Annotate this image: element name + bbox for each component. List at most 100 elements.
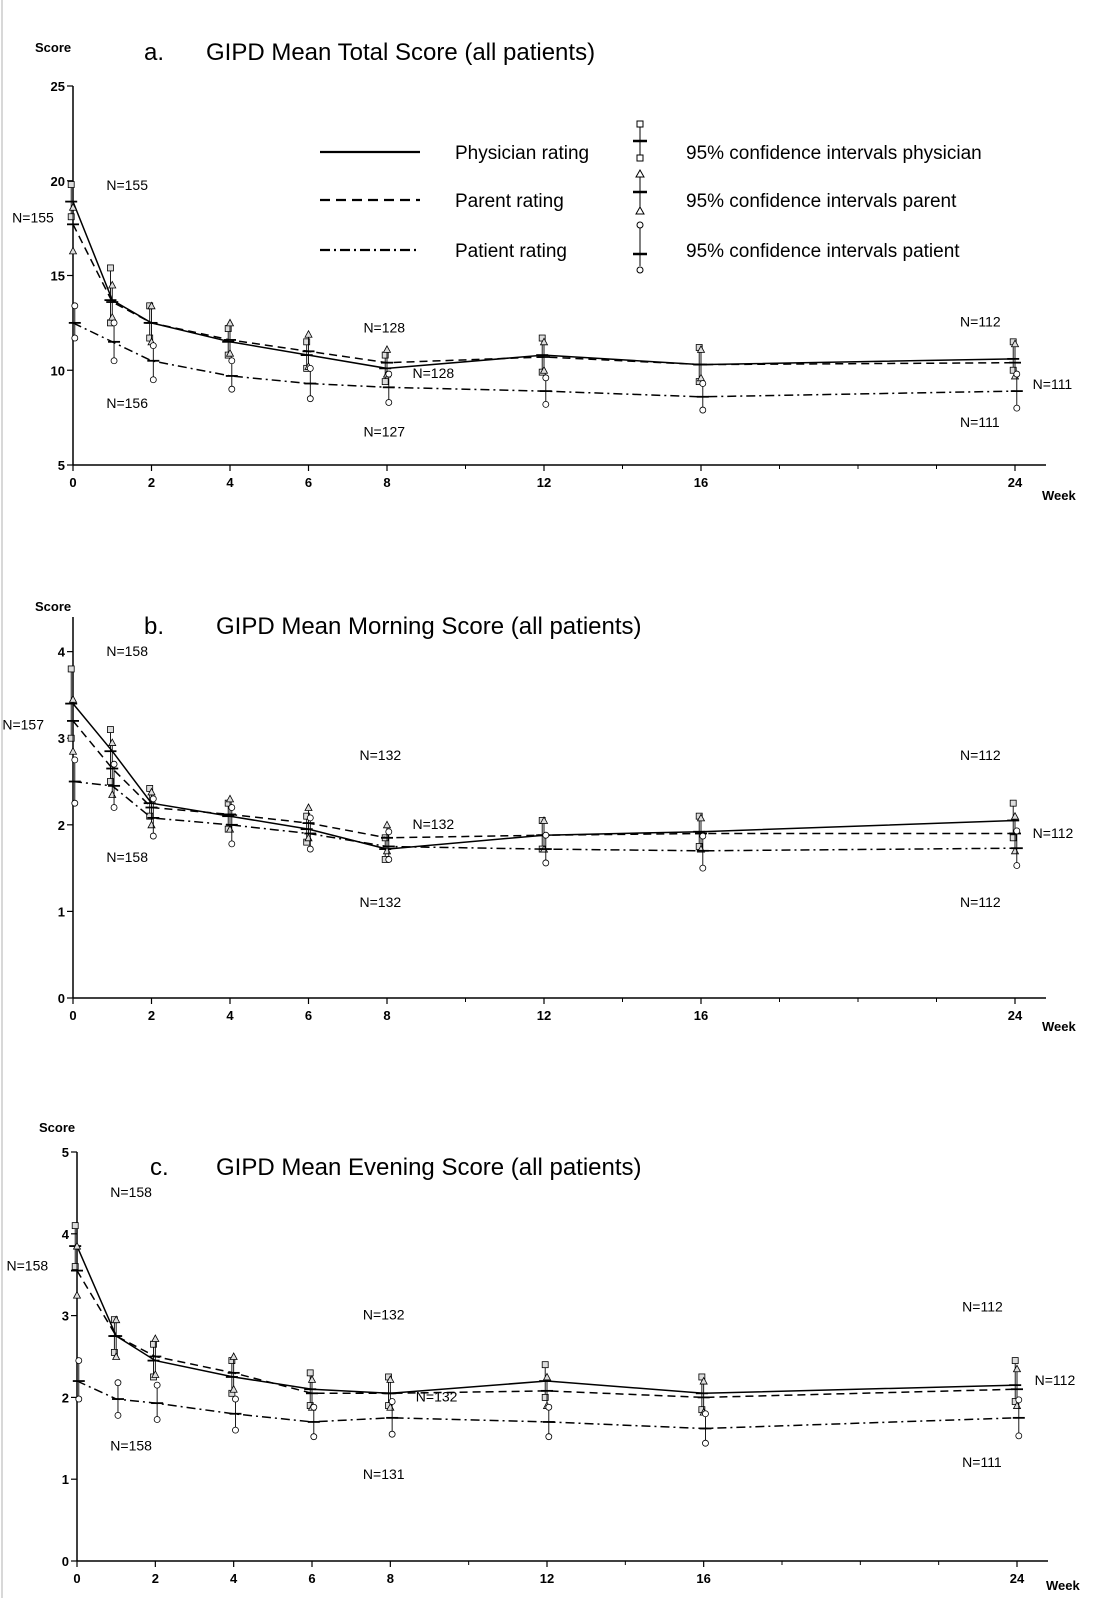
panel-a-parent-ci-high-marker (539, 337, 549, 346)
panel-c-parent-ci-high-marker (151, 1334, 160, 1342)
panel-a-patient-ci-low-marker (542, 400, 550, 408)
panel-b-n-annotation: N=112 (1033, 825, 1074, 841)
legend-parent-ci-icon (633, 168, 647, 215)
panel-c-patient-ci-low-marker (232, 1426, 239, 1434)
panel-a-patient-ci-low-marker (699, 406, 707, 414)
panel-b-y-axis-label: Score (35, 599, 71, 614)
panel-b-n-annotation: N=132 (413, 816, 455, 832)
panel-b-patient-ci-high-marker (110, 760, 118, 768)
panel-b: Score b. GIPD Mean Morning Score (all pa… (2, 599, 1076, 1034)
panel-b-patient-ci-high-marker (149, 795, 157, 803)
panel-a-patient-ci-low-marker (149, 376, 157, 384)
panel-a-x-axis-label: Week (1042, 488, 1076, 503)
panel-c-x-tick-label-6: 6 (308, 1571, 315, 1586)
panel-b-x-tick-label-4: 4 (226, 1008, 234, 1023)
panel-b-patient-ci-high-marker (385, 828, 393, 836)
panel-a-x-tick-label-0: 0 (69, 475, 76, 490)
panel-b-patient-ci-low-marker (542, 859, 550, 867)
legend-parent-label: Parent rating (455, 191, 564, 212)
panel-b-x-tick-label-8: 8 (383, 1008, 390, 1023)
panel-a-parent-ci-high-marker (147, 301, 156, 310)
legend-parent-ci-label: 95% confidence intervals parent (686, 191, 957, 212)
panel-b-y-tick-label-3: 3 (58, 731, 65, 746)
panel-b-physician-ci-low-marker (67, 734, 75, 742)
panel-a-parent-ci-high-marker (225, 318, 235, 327)
panel-c-parent-ci-low-marker (111, 1352, 121, 1360)
panel-b-y-tick-label-4: 4 (58, 645, 66, 660)
panel-a-x-tick-label-2: 2 (148, 475, 155, 490)
panel-c-x-tick-label-4: 4 (230, 1571, 238, 1586)
panel-b-patient-ci-high-marker (228, 804, 236, 811)
panel-a-patient-ci-high-marker (110, 319, 118, 327)
panel-b-parent-ci-low-marker (68, 746, 78, 755)
panel-b-physician-ci-high-marker (67, 665, 75, 673)
panel-a-x-tick-label-6: 6 (305, 475, 312, 490)
panel-c-y-tick-label-5: 5 (62, 1145, 69, 1160)
panel-b-patient-ci-low-marker (228, 840, 236, 848)
panel-a-patient-ci-low-marker (385, 399, 393, 406)
panel-b-physician-ci-high-marker (107, 726, 114, 733)
panel-c-patient-ci-high-marker (388, 1398, 396, 1405)
panel-a: Score a. GIPD Mean Total Score (all pati… (12, 39, 1076, 503)
panel-c-parent-ci-low-marker (72, 1290, 82, 1299)
panel-b-parent-ci-low-marker (108, 790, 117, 798)
panel-b-y-tick-label-1: 1 (58, 904, 65, 919)
panel-b-n-annotation: N=158 (106, 643, 148, 659)
panel-b-patient-ci-low-marker (385, 856, 393, 863)
panel-b-x-tick-label-0: 0 (69, 1008, 76, 1023)
panel-b-parent-ci-high-marker (539, 816, 549, 824)
panel-a-y-axis-label: Score (35, 40, 71, 55)
panel-a-patient-ci-low-marker (228, 385, 236, 393)
panel-c-parent-ci-high-marker (699, 1376, 708, 1385)
panel-a-patient-ci-high-marker (71, 302, 79, 310)
panel-b-parent-ci-high-marker (382, 820, 392, 829)
panel-c-patient-ci-high-marker (75, 1357, 83, 1364)
panel-c-parent-ci-high-marker (111, 1315, 121, 1324)
panel-a-parent-ci-low-marker (68, 246, 78, 255)
legend-patient-ci-label: 95% confidence intervals patient (686, 241, 960, 262)
panel-c-patient-ci-high-marker (310, 1403, 318, 1411)
panel-b-parent-ci-high-marker (147, 787, 156, 796)
panel-a-n-annotation: N=111 (960, 414, 1000, 430)
panel-b-physician-ci-low-marker (1009, 834, 1017, 842)
panel-c-patient-ci-low-marker (1015, 1432, 1023, 1440)
panel-c-physician-ci-high-marker (71, 1222, 79, 1230)
panel-c-patient-ci-low-marker (545, 1433, 553, 1441)
panel-a-parent-ci-low-marker (225, 348, 235, 357)
panel-b-physician-ci-low-marker (146, 812, 154, 820)
panel-a-patient-ci-low-marker (71, 334, 79, 342)
panel-b-patient-ci-low-marker (110, 804, 118, 811)
panel-c-patient-ci-low-marker (114, 1411, 122, 1419)
panel-a-parent-ci-low-marker (108, 312, 117, 321)
panel-b-n-annotation: N=112 (960, 894, 1001, 910)
panel-a-letter: a. (144, 39, 164, 66)
panel-b-patient-ci-high-marker (306, 814, 314, 822)
panel-b-title: GIPD Mean Morning Score (all patients) (216, 613, 642, 640)
panel-a-n-annotation: N=156 (106, 395, 148, 411)
panel-c-patient-ci-low-marker (702, 1439, 709, 1447)
panel-c-n-annotation: N=158 (110, 1438, 152, 1454)
panel-c-patient-ci-high-marker (702, 1410, 709, 1418)
legend-physician-ci-label: 95% confidence intervals physician (686, 143, 982, 164)
panel-a-physician-ci-high-marker (67, 181, 75, 188)
panel-b-x-axis-label: Week (1042, 1019, 1076, 1034)
panel-b-parent-ci-low-marker (147, 820, 156, 829)
panel-c-x-axis-label: Week (1046, 1578, 1080, 1593)
panel-c-x-tick-label-8: 8 (387, 1571, 394, 1586)
panel-b-patient-ci-high-marker (699, 832, 707, 840)
panel-c-physician-ci-high-marker (306, 1369, 314, 1377)
legend-physician-label: Physician rating (455, 143, 589, 164)
panel-b-x-tick-label-16: 16 (694, 1008, 708, 1023)
panel-c-y-tick-label-2: 2 (62, 1390, 69, 1405)
panel-c-n-annotation: N=132 (363, 1307, 405, 1323)
panel-c-patient-ci-high-marker (114, 1379, 122, 1387)
panel-b-n-annotation: N=112 (960, 747, 1001, 763)
panel-c-x-tick-label-24: 24 (1010, 1571, 1025, 1586)
panel-a-parent-ci-low-marker (539, 365, 549, 374)
panel-c-parent-ci-high-marker (229, 1352, 238, 1360)
legend: Physician rating 95% confidence interval… (320, 120, 982, 274)
panel-a-parent-ci-high-marker (304, 329, 313, 338)
legend-patient-label: Patient rating (455, 241, 567, 262)
panel-a-y-tick-label-5: 5 (58, 458, 65, 473)
panel-a-n-annotation: N=112 (960, 314, 1001, 330)
